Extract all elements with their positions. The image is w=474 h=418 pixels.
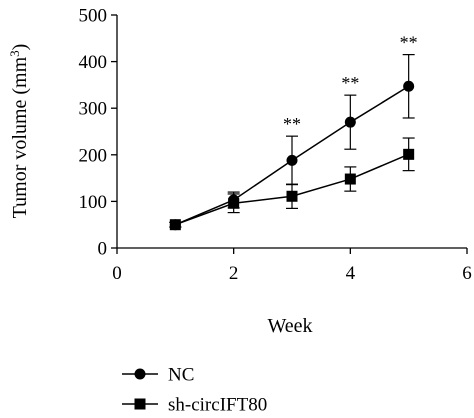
y-axis-title-text: Tumor volume (mm (9, 56, 31, 218)
data-point-square (169, 219, 181, 231)
y-tick-label: 400 (79, 52, 108, 73)
x-tick-label: 2 (229, 263, 239, 284)
x-axis-title: Week (267, 315, 312, 337)
data-point-circle (403, 80, 415, 92)
y-tick-label: 500 (79, 6, 108, 27)
y-tick-label: 200 (79, 145, 108, 166)
x-tick-label: 0 (112, 263, 122, 284)
series-markers (169, 80, 415, 231)
data-point-square (286, 190, 298, 202)
y-axis-title: Tumor volume (mm3) (7, 44, 32, 219)
significance-marker: ** (341, 73, 359, 93)
legend: NC sh-circIFT80 (122, 365, 267, 416)
x-tick-label: 6 (462, 263, 472, 284)
axes (116, 15, 467, 249)
y-tick-label: 100 (79, 192, 108, 213)
data-point-square (228, 197, 240, 209)
y-tick-label: 300 (79, 99, 108, 120)
data-point-square (403, 148, 415, 160)
significance-marker: ** (283, 114, 301, 134)
data-point-circle (344, 116, 356, 128)
legend-label: NC (168, 365, 194, 386)
y-axis-title-close: ) (9, 44, 31, 51)
x-tick-label: 4 (346, 263, 356, 284)
data-point-circle (286, 154, 298, 166)
y-tick-label: 0 (98, 239, 108, 260)
legend-marker-circle (134, 368, 146, 380)
data-point-square (344, 173, 356, 185)
y-axis-title-superscript: 3 (7, 50, 22, 57)
significance-marker: ** (400, 33, 418, 53)
legend-marker-square (134, 398, 146, 410)
significance-annotations: ** ** ** (283, 33, 418, 135)
legend-label: sh-circIFT80 (168, 395, 267, 416)
ticks: 0 100 200 300 400 500 0 2 4 6 (79, 6, 472, 285)
